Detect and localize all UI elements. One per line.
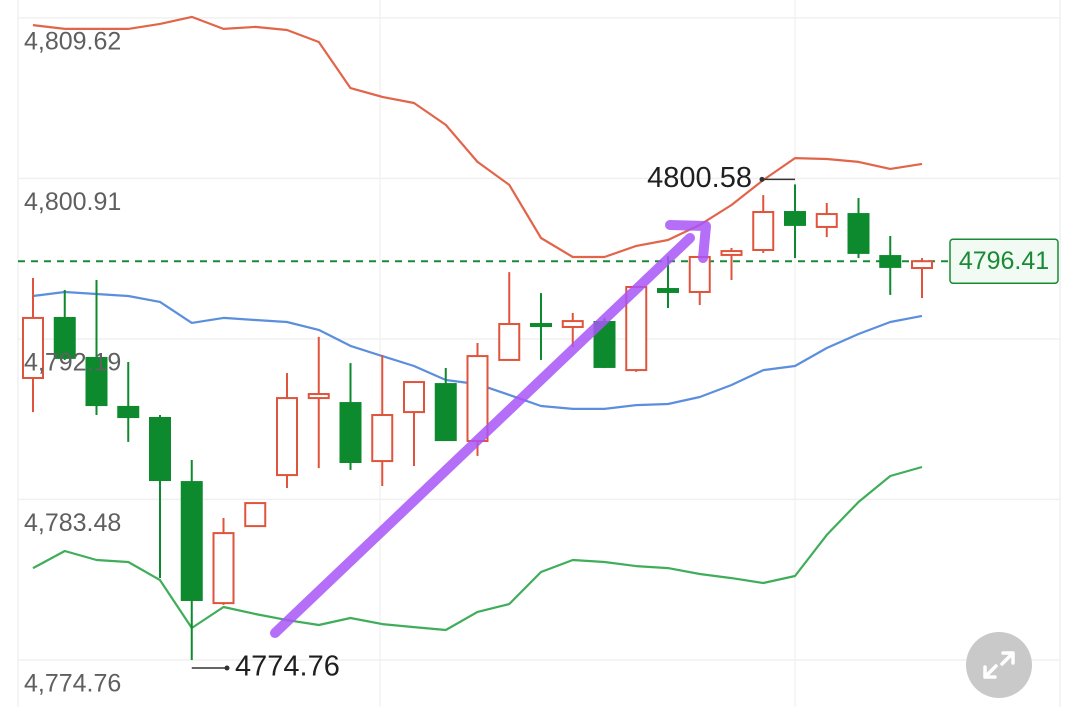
candle-body: [561, 320, 584, 328]
arrow-shaft: [270, 233, 695, 638]
candles: [22, 184, 933, 661]
candle-body: [752, 211, 775, 251]
candle-body: [149, 416, 171, 482]
candle-body: [434, 383, 457, 442]
candle-body: [307, 393, 330, 400]
candle-body: [720, 250, 743, 256]
candle-body: [879, 255, 902, 268]
expand-circle[interactable]: [966, 632, 1032, 698]
trend-arrow: [270, 220, 711, 638]
candle-body: [339, 402, 362, 464]
candle-body: [688, 255, 711, 293]
y-tick-label: 4,809.62: [24, 27, 121, 55]
y-tick-label: 4,800.91: [24, 188, 121, 216]
expand-button[interactable]: [966, 632, 1032, 698]
candle-body: [212, 532, 235, 605]
candle-body: [530, 323, 552, 328]
price-tag: [949, 238, 1059, 284]
candle-body: [117, 405, 140, 419]
arrow-head: [665, 220, 711, 263]
labels: 4,809.62 4,800.91 4,792.19 4,783.48 4,774.76…: [24, 27, 1059, 698]
expand-icon[interactable]: [983, 651, 1015, 679]
candle-body: [847, 213, 870, 254]
candle-body: [911, 260, 933, 270]
band-line: [32, 15, 923, 259]
candle-body: [657, 288, 679, 293]
candle-body: [276, 397, 298, 477]
price-tag-label: 4796.41: [959, 247, 1049, 275]
candle-body: [53, 316, 76, 359]
low-dot: [224, 665, 230, 671]
candle-body: [85, 356, 108, 407]
grid: [18, 17, 1060, 661]
candle-body: [180, 481, 203, 601]
high-dot: [759, 176, 765, 182]
band-line: [32, 465, 923, 632]
y-tick-label: 4,783.48: [24, 509, 121, 537]
y-tick-label: 4,774.76: [24, 670, 121, 698]
bands: [18, 15, 948, 632]
candle-body: [498, 323, 521, 361]
candle-body: [22, 316, 44, 379]
candle-body: [403, 381, 425, 414]
candle-body: [815, 213, 838, 228]
high-label: 4800.58: [647, 162, 752, 194]
candle-body: [371, 414, 394, 463]
candle-body: [784, 211, 806, 226]
y-tick-label: 4,792.19: [24, 349, 121, 377]
candle-body: [244, 502, 267, 528]
low-label: 4774.76: [235, 651, 340, 683]
